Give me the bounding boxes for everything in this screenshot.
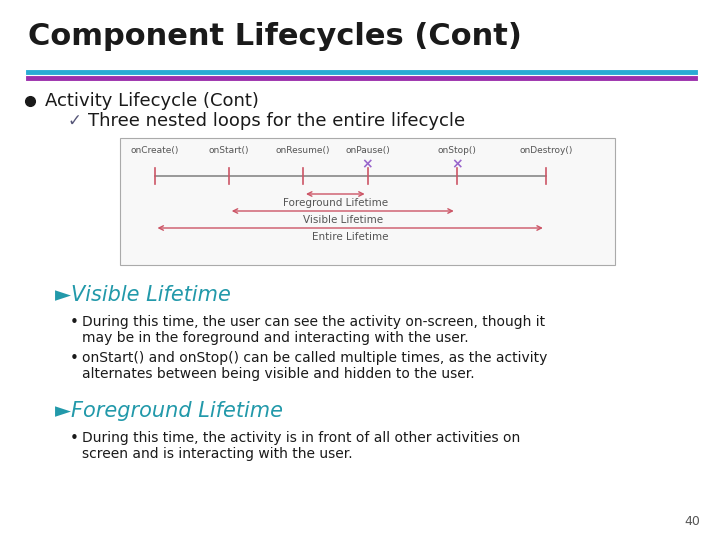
Text: •: • bbox=[70, 351, 79, 366]
Text: ►Visible Lifetime: ►Visible Lifetime bbox=[55, 285, 231, 305]
Text: 40: 40 bbox=[684, 515, 700, 528]
Text: onCreate(): onCreate() bbox=[130, 146, 179, 155]
Text: Foreground Lifetime: Foreground Lifetime bbox=[283, 198, 388, 208]
Text: During this time, the user can see the activity on-screen, though it
may be in t: During this time, the user can see the a… bbox=[82, 315, 545, 345]
Text: Three nested loops for the entire lifecycle: Three nested loops for the entire lifecy… bbox=[88, 112, 465, 130]
Text: onStart() and onStop() can be called multiple times, as the activity
alternates : onStart() and onStop() can be called mul… bbox=[82, 351, 547, 381]
Text: •: • bbox=[70, 431, 79, 446]
Text: During this time, the activity is in front of all other activities on
screen and: During this time, the activity is in fro… bbox=[82, 431, 521, 461]
Text: Entire Lifetime: Entire Lifetime bbox=[312, 232, 388, 242]
FancyBboxPatch shape bbox=[120, 138, 615, 265]
Text: onStart(): onStart() bbox=[209, 146, 249, 155]
Text: ×: × bbox=[451, 157, 462, 171]
Text: Component Lifecycles (Cont): Component Lifecycles (Cont) bbox=[28, 22, 522, 51]
Text: ×: × bbox=[361, 157, 373, 171]
Text: onDestroy(): onDestroy() bbox=[519, 146, 572, 155]
Text: Visible Lifetime: Visible Lifetime bbox=[302, 215, 383, 225]
Text: •: • bbox=[70, 315, 79, 330]
Text: onPause(): onPause() bbox=[345, 146, 390, 155]
Text: Activity Lifecycle (Cont): Activity Lifecycle (Cont) bbox=[45, 92, 259, 110]
Text: onResume(): onResume() bbox=[276, 146, 330, 155]
Text: onStop(): onStop() bbox=[437, 146, 476, 155]
Text: ✓: ✓ bbox=[68, 112, 82, 130]
Text: ►Foreground Lifetime: ►Foreground Lifetime bbox=[55, 401, 283, 421]
